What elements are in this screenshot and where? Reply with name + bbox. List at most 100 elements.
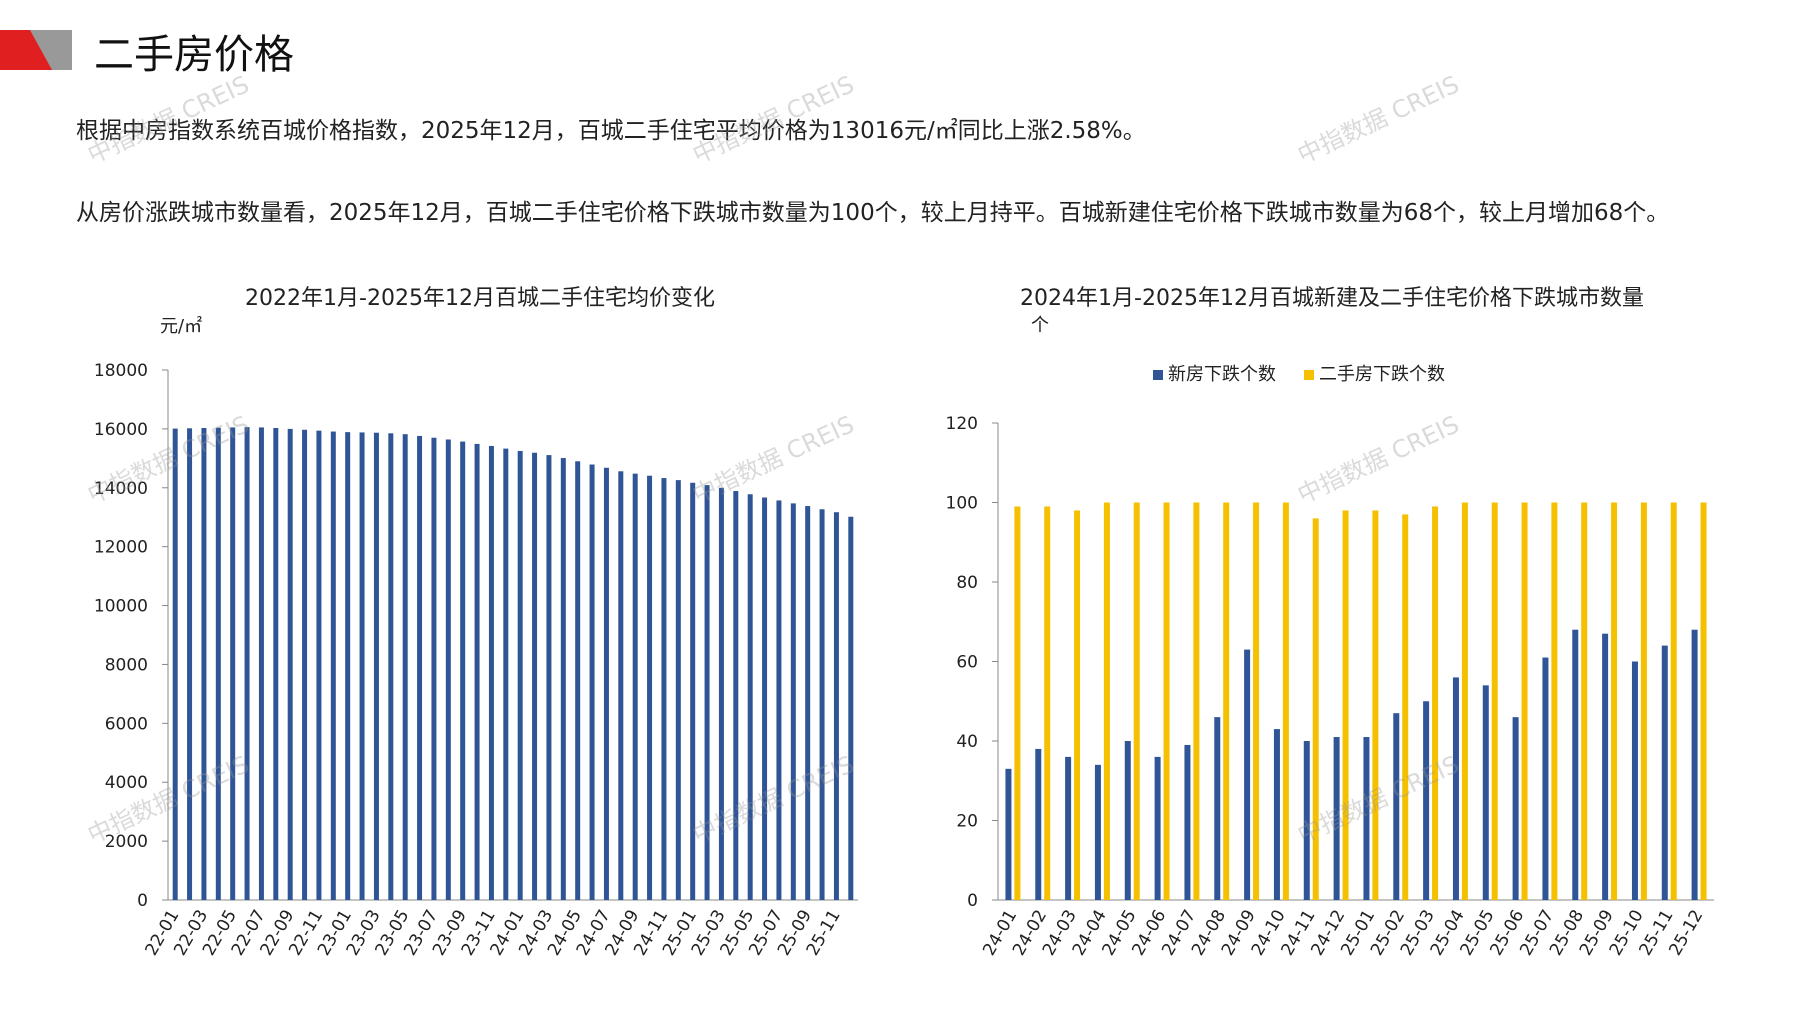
- bar: [632, 473, 638, 900]
- bar: [1670, 502, 1677, 900]
- bar: [215, 427, 221, 900]
- bar: [287, 428, 293, 900]
- bar: [1542, 657, 1549, 900]
- bar: [1700, 502, 1707, 900]
- bar: [503, 448, 509, 900]
- bar: [1402, 514, 1409, 900]
- bar: [647, 475, 653, 900]
- y-tick-label: 0: [137, 891, 148, 911]
- bar: [273, 428, 279, 900]
- legend-label: 新房下跌个数: [1168, 364, 1276, 385]
- bar: [848, 516, 854, 900]
- bar: [230, 427, 236, 900]
- y-tick-label: 40: [956, 732, 978, 752]
- bar: [1611, 502, 1618, 900]
- bar: [460, 441, 466, 900]
- paragraph: 从房价涨跌城市数量看，2025年12月，百城二手住宅价格下跌城市数量为100个，…: [76, 200, 1670, 226]
- bar: [1193, 502, 1200, 900]
- y-tick-label: 100: [946, 494, 978, 514]
- y-axis-unit: 个: [1031, 315, 1049, 336]
- bar: [1491, 502, 1498, 900]
- header-mark: [30, 30, 72, 70]
- bar: [1124, 741, 1131, 900]
- y-tick-label: 20: [956, 812, 978, 832]
- bar: [1461, 502, 1468, 900]
- bar: [1273, 729, 1280, 900]
- bar: [244, 427, 250, 900]
- y-tick-label: 80: [956, 573, 978, 593]
- bar: [790, 503, 796, 900]
- bar: [1393, 713, 1400, 900]
- y-tick-label: 14000: [94, 479, 148, 499]
- bar: [316, 430, 322, 900]
- bar: [675, 480, 681, 900]
- bar: [1005, 768, 1012, 900]
- bar: [187, 428, 193, 900]
- y-axis-unit: 元/㎡: [160, 315, 202, 337]
- bar: [1363, 737, 1370, 900]
- bar: [1044, 506, 1051, 900]
- y-tick-label: 12000: [94, 538, 148, 558]
- bar: [762, 497, 768, 900]
- bar: [1133, 502, 1140, 900]
- bar: [1581, 502, 1588, 900]
- bar: [1521, 502, 1528, 900]
- bar: [1303, 741, 1310, 900]
- bar: [388, 433, 394, 900]
- bar: [417, 435, 423, 900]
- bar: [1065, 756, 1072, 900]
- bar: [747, 494, 753, 900]
- bar: [345, 432, 351, 900]
- y-tick-label: 0: [967, 891, 978, 911]
- bar: [1691, 629, 1698, 900]
- bar: [1512, 717, 1519, 900]
- bar: [833, 512, 839, 900]
- bar: [819, 509, 825, 900]
- bar: [1661, 645, 1668, 900]
- bar: [488, 445, 494, 900]
- bar: [517, 450, 523, 900]
- chart-title: 2022年1月-2025年12月百城二手住宅均价变化: [245, 286, 715, 311]
- bar: [402, 434, 408, 900]
- bar: [1333, 737, 1340, 900]
- bar: [532, 452, 538, 900]
- bar: [1035, 748, 1042, 900]
- y-tick-label: 60: [956, 653, 978, 673]
- bar: [1631, 661, 1638, 900]
- bar: [690, 482, 696, 900]
- bar: [445, 439, 451, 900]
- y-tick-label: 16000: [94, 420, 148, 440]
- bar: [1253, 502, 1260, 900]
- bar: [302, 429, 308, 900]
- y-tick-label: 2000: [105, 832, 148, 852]
- bar: [1244, 649, 1251, 900]
- bar: [733, 491, 739, 900]
- bar: [1282, 502, 1289, 900]
- bar: [359, 432, 365, 900]
- bar: [258, 427, 264, 900]
- bar: [1482, 685, 1489, 900]
- bar: [1184, 744, 1191, 900]
- bar: [560, 458, 566, 900]
- bar: [1014, 506, 1021, 900]
- bar: [1103, 502, 1110, 900]
- bar: [575, 461, 581, 900]
- bar: [603, 467, 609, 900]
- bar: [1640, 502, 1647, 900]
- bar: [1423, 701, 1430, 900]
- bar: [589, 464, 595, 900]
- bar: [1223, 502, 1230, 900]
- y-tick-label: 4000: [105, 773, 148, 793]
- bar: [1572, 629, 1579, 900]
- y-tick-label: 6000: [105, 714, 148, 734]
- bar: [373, 432, 379, 900]
- bar: [1154, 756, 1161, 900]
- bar: [1163, 502, 1170, 900]
- bar: [1602, 633, 1609, 900]
- bar: [1342, 510, 1349, 900]
- page-title: 二手房价格: [94, 32, 294, 78]
- bar: [1372, 510, 1379, 900]
- bar: [172, 428, 178, 900]
